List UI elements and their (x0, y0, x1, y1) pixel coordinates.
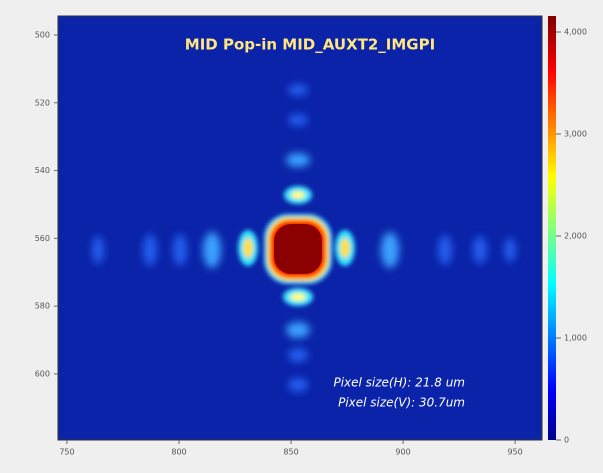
y-tick-label: 560 (35, 234, 50, 243)
colorbar-tick-label: 1,000 (564, 334, 587, 343)
title: MID Pop-in MID_AUXT2_IMGPI (185, 36, 435, 54)
colorbar (548, 16, 556, 440)
plot-frame (57, 15, 543, 441)
image (58, 16, 542, 440)
annotation: Pixel size(H): 21.8 um (333, 376, 465, 390)
colorbar-tick-label: 3,000 (564, 130, 587, 139)
y-tick-label: 600 (35, 369, 50, 378)
x-tick-label: 750 (59, 448, 74, 457)
y-tick-label: 540 (35, 166, 50, 175)
y-tick-label: 500 (35, 30, 50, 39)
colorbar-tick-label: 4,000 (564, 28, 587, 37)
y-tick-label: 520 (35, 98, 50, 107)
colorbar-tick-label: 0 (564, 436, 569, 445)
x-tick-label: 950 (507, 448, 522, 457)
colorbar-tick-label: 2,000 (564, 232, 587, 241)
x-tick-label: 850 (283, 448, 298, 457)
y-tick-label: 580 (35, 302, 50, 311)
x-tick-label: 800 (171, 448, 186, 457)
x-tick-label: 900 (395, 448, 410, 457)
annotation: Pixel size(V): 30.7um (338, 396, 465, 410)
